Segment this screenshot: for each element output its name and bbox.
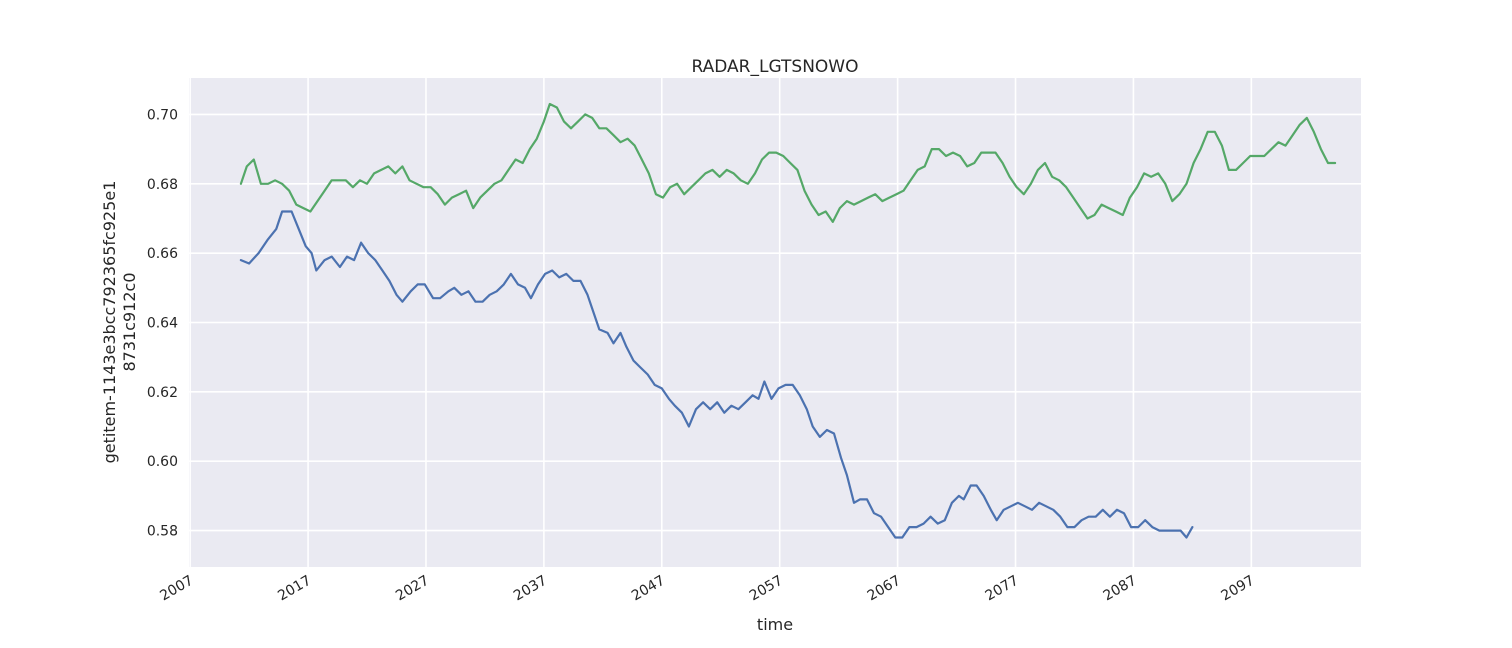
series-line-1 — [239, 210, 1194, 539]
y-axis-label-line-1: getitem-1143e3bcc792365fc925e1 — [100, 181, 119, 464]
x-tick-label: 2057 — [747, 573, 786, 605]
x-tick-label: 2097 — [1218, 573, 1257, 605]
chart-title: RADAR_LGTSNOWO — [692, 57, 859, 77]
x-tick-label: 2047 — [629, 573, 668, 605]
x-tick-label: 2087 — [1101, 573, 1140, 605]
y-tick-label: 0.60 — [147, 454, 178, 470]
y-axis-label: getitem-1143e3bcc792365fc925e1 8731c912c… — [100, 181, 139, 464]
series-layer — [239, 102, 1337, 539]
x-tick-label: 2037 — [511, 573, 550, 605]
y-tick-label: 0.70 — [147, 107, 178, 123]
x-tick-label: 2007 — [157, 573, 196, 605]
y-axis-label-line-2: 8731c912c0 — [120, 272, 139, 371]
x-tick-label: 2017 — [275, 573, 314, 605]
x-tick-label: 2077 — [983, 573, 1022, 605]
series-line-2 — [239, 102, 1337, 223]
y-tick-label: 0.64 — [147, 316, 178, 332]
y-tick-label: 0.62 — [147, 385, 178, 401]
y-tick-label: 0.66 — [147, 246, 178, 262]
x-tick-label: 2027 — [393, 573, 432, 605]
y-tick-label: 0.58 — [147, 524, 178, 540]
x-axis-label: time — [757, 615, 793, 634]
y-tick-label: 0.68 — [147, 177, 178, 193]
x-tick-label: 2067 — [865, 573, 904, 605]
x-axis-ticks: 2007 2017 2027 2037 2047 2057 2067 2077 2087 2097 — [157, 573, 1257, 605]
y-axis-ticks: 0.58 0.60 0.62 0.64 0.66 0.68 0.70 — [147, 107, 178, 539]
